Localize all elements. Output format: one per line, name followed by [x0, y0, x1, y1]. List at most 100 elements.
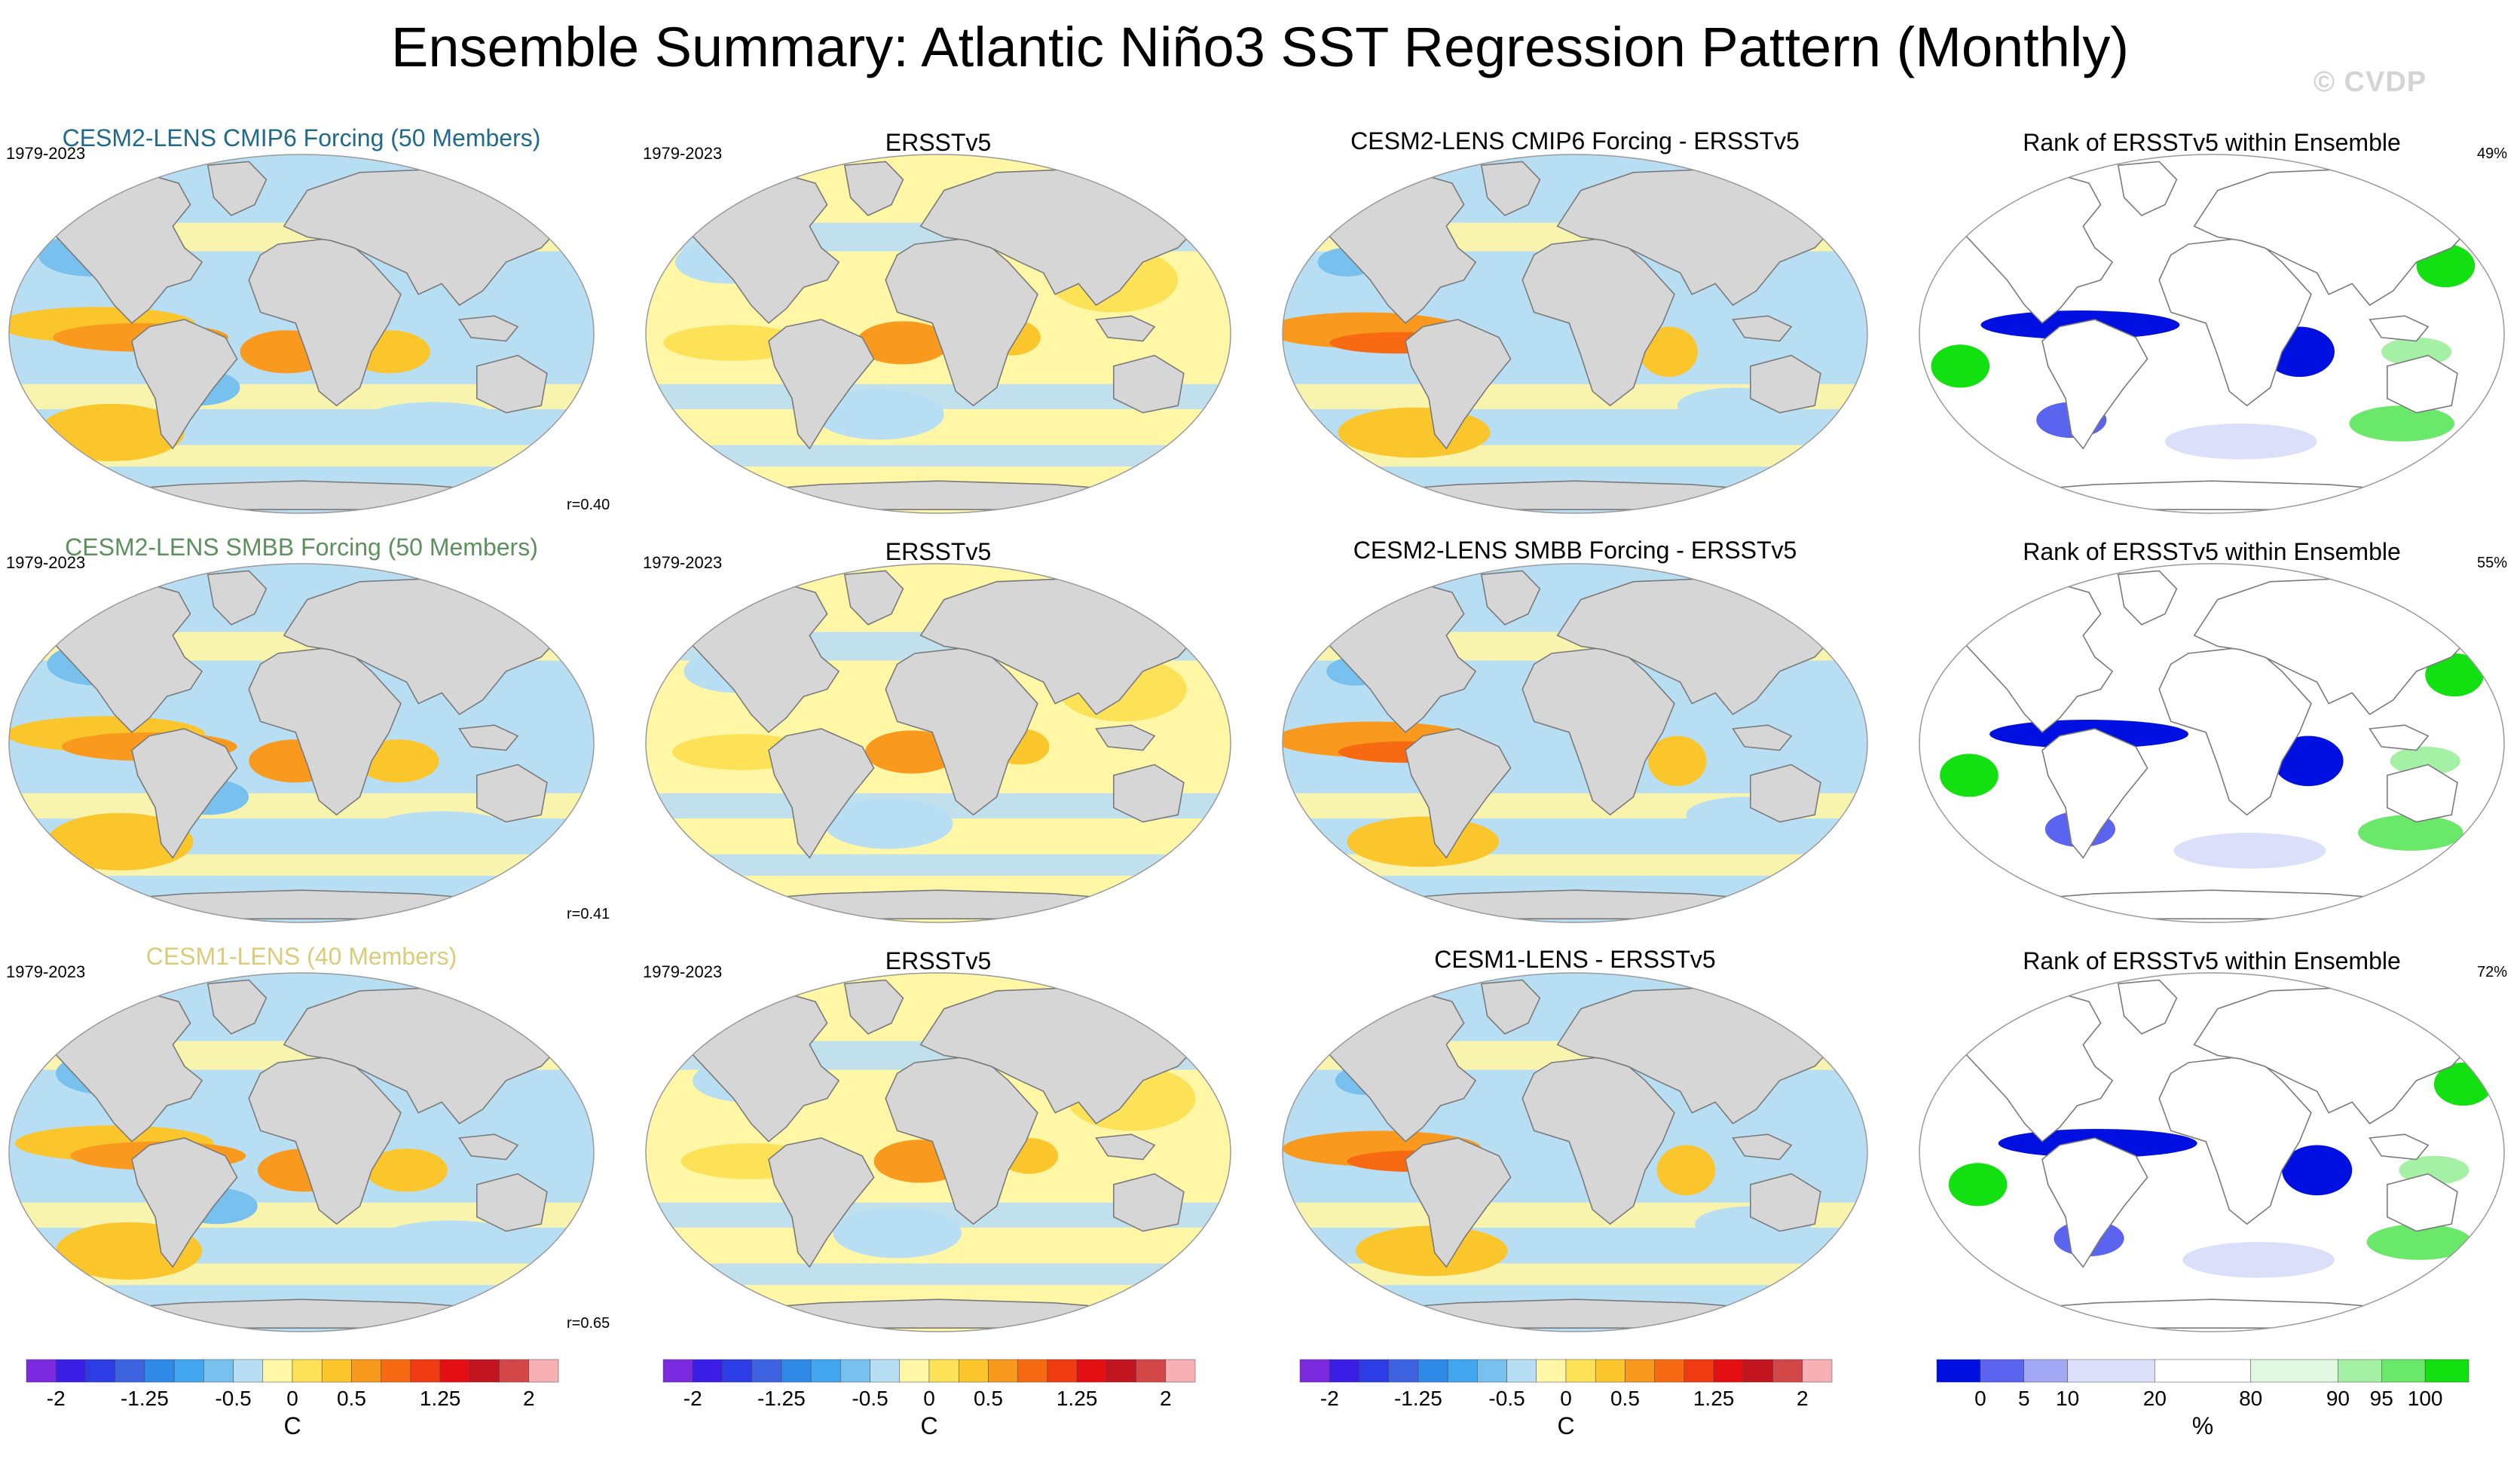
- colorbar-box: [810, 1359, 841, 1383]
- land-australia: [1113, 763, 1185, 823]
- land-africa: [2158, 1054, 2312, 1225]
- colorbar-tick-label: 1.25: [419, 1387, 461, 1410]
- rank-panel-title: Rank of ERSSTv5 within Ensemble: [2023, 947, 2401, 974]
- land-south-america: [2041, 1137, 2148, 1268]
- land-africa: [1521, 236, 1675, 407]
- figure-title: Ensemble Summary: Atlantic Niño3 SST Reg…: [391, 16, 2129, 78]
- rank-region: [2349, 405, 2455, 442]
- model-map-row3: [8, 972, 595, 1332]
- colorbar-box: [1047, 1359, 1078, 1383]
- colorbar-box: [2381, 1359, 2426, 1383]
- land-indonesia: [1095, 1133, 1156, 1161]
- land-indonesia: [458, 1133, 519, 1161]
- cvdp-watermark: © CVDP: [2314, 66, 2427, 98]
- land-greenland: [206, 979, 268, 1035]
- colorbar-box: [692, 1359, 723, 1383]
- map-border: [645, 563, 1231, 923]
- colorbar-box: [233, 1359, 264, 1383]
- land-africa: [885, 236, 1038, 407]
- map-border: [645, 972, 1231, 1332]
- anomaly-region: [1648, 736, 1707, 787]
- colorbar-units-label: C: [920, 1412, 938, 1439]
- land-greenland: [2117, 570, 2178, 626]
- land-indonesia: [458, 315, 519, 342]
- land-africa: [248, 645, 402, 816]
- anomaly-region: [1356, 1225, 1508, 1277]
- colorbar-box: [751, 1359, 782, 1383]
- anomaly-region: [372, 811, 512, 848]
- pattern-correlation: r=0.40: [567, 497, 610, 513]
- period-label: 1979-2023: [6, 553, 86, 572]
- land-africa: [2158, 236, 2312, 407]
- map-border: [1919, 154, 2505, 514]
- difference-panel-title: CESM1-LENS - ERSSTv5: [1434, 946, 1716, 973]
- colorbar-box: [1595, 1359, 1625, 1383]
- obs-map-row1: [645, 154, 1231, 514]
- anomaly-region: [1639, 326, 1698, 378]
- rank-region: [2358, 815, 2463, 851]
- anomaly-region: [833, 1207, 962, 1259]
- colorbar-box: [662, 1359, 693, 1383]
- colorbar-box: [781, 1359, 812, 1383]
- colorbar-box: [1418, 1359, 1448, 1383]
- land-australia: [2387, 763, 2458, 823]
- rank-percentage: 72%: [2477, 964, 2508, 980]
- colorbar-tick-label: 20: [2142, 1387, 2167, 1410]
- land-greenland: [843, 570, 904, 626]
- colorbar-box: [115, 1359, 145, 1383]
- colorbar-box: [870, 1359, 901, 1383]
- rank-region: [1948, 1163, 2008, 1207]
- sst-colorbar-1: [26, 1359, 559, 1383]
- diff-map-row1: [1282, 154, 1868, 514]
- colorbar-box: [1359, 1359, 1389, 1383]
- land-africa: [885, 1054, 1038, 1225]
- colorbar-box: [262, 1359, 293, 1383]
- colorbar-tick-label: 2: [522, 1387, 535, 1410]
- colorbar-tick-label: 100: [2407, 1387, 2443, 1410]
- obs-panel-title: ERSSTv5: [885, 947, 992, 974]
- rank-panel-title: Rank of ERSSTv5 within Ensemble: [2023, 129, 2401, 156]
- colorbar-box: [321, 1359, 352, 1383]
- colorbar-box: [1713, 1359, 1744, 1383]
- rank-region: [2390, 746, 2460, 775]
- anomaly-band: [646, 445, 1231, 467]
- land-africa: [1521, 1054, 1675, 1225]
- colorbar-tick-label: -2: [1320, 1387, 1339, 1410]
- land-africa: [248, 1054, 402, 1225]
- land-australia: [2387, 354, 2458, 414]
- land-australia: [476, 763, 548, 823]
- colorbar-box: [85, 1359, 115, 1383]
- colorbar-tick-label: 2: [1796, 1387, 1809, 1410]
- colorbar-box: [1654, 1359, 1685, 1383]
- colorbar-box: [1684, 1359, 1714, 1383]
- colorbar-box: [722, 1359, 752, 1383]
- colorbar-tick-label: 1.25: [1693, 1387, 1735, 1410]
- land-indonesia: [1732, 315, 1793, 342]
- colorbar-box: [1447, 1359, 1478, 1383]
- land-australia: [1113, 1173, 1185, 1232]
- anomaly-band: [646, 854, 1231, 876]
- colorbar-tick-label: 0.5: [336, 1387, 366, 1410]
- colorbar-tick-label: 1.25: [1056, 1387, 1098, 1410]
- land-greenland: [206, 570, 268, 626]
- land-indonesia: [2369, 1133, 2430, 1161]
- anomaly-region: [663, 325, 804, 361]
- pattern-correlation: r=0.65: [567, 1315, 610, 1332]
- map-border: [1919, 563, 2505, 923]
- land-south-america: [1405, 1137, 1512, 1268]
- colorbar-box: [26, 1359, 57, 1383]
- colorbar-box: [1980, 1359, 2024, 1383]
- sst-colorbar-3: [1299, 1359, 1833, 1383]
- colorbar-tick-label: 80: [2239, 1387, 2263, 1410]
- land-greenland: [2117, 979, 2178, 1035]
- colorbar-tick-label: -0.5: [852, 1387, 888, 1410]
- model-panel-title: CESM1-LENS (40 Members): [145, 943, 457, 970]
- map-border: [8, 972, 595, 1332]
- colorbar-tick-label: -0.5: [215, 1387, 252, 1410]
- colorbar-box: [2424, 1359, 2470, 1383]
- period-label: 1979-2023: [6, 144, 86, 163]
- colorbar-box: [2155, 1359, 2251, 1383]
- land-south-america: [131, 1137, 238, 1268]
- colorbar-box: [1076, 1359, 1107, 1383]
- colorbar-tick-label: -1.25: [1393, 1387, 1442, 1410]
